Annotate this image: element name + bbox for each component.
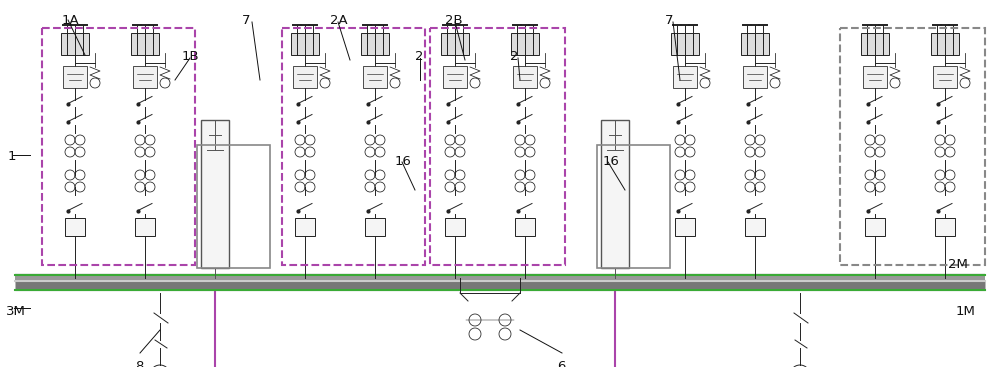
Bar <box>282 28 425 265</box>
Bar <box>935 218 955 236</box>
Text: 3M: 3M <box>6 305 26 318</box>
Text: 7: 7 <box>242 14 250 27</box>
Text: 16: 16 <box>395 155 412 168</box>
Bar <box>201 120 229 268</box>
Bar <box>293 66 317 88</box>
Bar <box>931 33 959 55</box>
Text: 1: 1 <box>8 150 16 163</box>
Bar <box>673 66 697 88</box>
Bar <box>861 33 889 55</box>
Text: 2: 2 <box>510 50 518 63</box>
Bar <box>131 33 159 55</box>
Bar <box>363 66 387 88</box>
Bar <box>445 218 465 236</box>
Bar <box>865 218 885 236</box>
Text: 2A: 2A <box>330 14 348 27</box>
Text: 8: 8 <box>135 360 143 367</box>
Bar <box>443 66 467 88</box>
Bar <box>63 66 87 88</box>
Text: 2B: 2B <box>445 14 463 27</box>
Text: 2M: 2M <box>948 258 968 271</box>
Bar <box>361 33 389 55</box>
Bar <box>675 218 695 236</box>
Bar <box>511 33 539 55</box>
Bar <box>42 28 195 265</box>
Bar <box>743 66 767 88</box>
Bar <box>741 33 769 55</box>
Bar <box>597 145 670 268</box>
Bar <box>197 145 270 268</box>
Bar <box>863 66 887 88</box>
Text: 16: 16 <box>603 155 620 168</box>
Bar <box>365 218 385 236</box>
Bar <box>933 66 957 88</box>
Bar <box>441 33 469 55</box>
Text: 2: 2 <box>415 50 424 63</box>
Bar <box>601 120 629 268</box>
Bar <box>135 218 155 236</box>
Text: 1M: 1M <box>955 305 975 318</box>
Bar <box>295 218 315 236</box>
Bar <box>291 33 319 55</box>
Bar <box>430 28 565 265</box>
Text: 7: 7 <box>665 14 674 27</box>
Bar <box>671 33 699 55</box>
Text: 6: 6 <box>557 360 565 367</box>
Bar <box>745 218 765 236</box>
Text: 1A: 1A <box>62 14 80 27</box>
Bar <box>513 66 537 88</box>
Bar <box>61 33 89 55</box>
Bar <box>133 66 157 88</box>
Bar <box>515 218 535 236</box>
Bar <box>65 218 85 236</box>
Bar <box>840 28 985 265</box>
Text: 1B: 1B <box>182 50 200 63</box>
